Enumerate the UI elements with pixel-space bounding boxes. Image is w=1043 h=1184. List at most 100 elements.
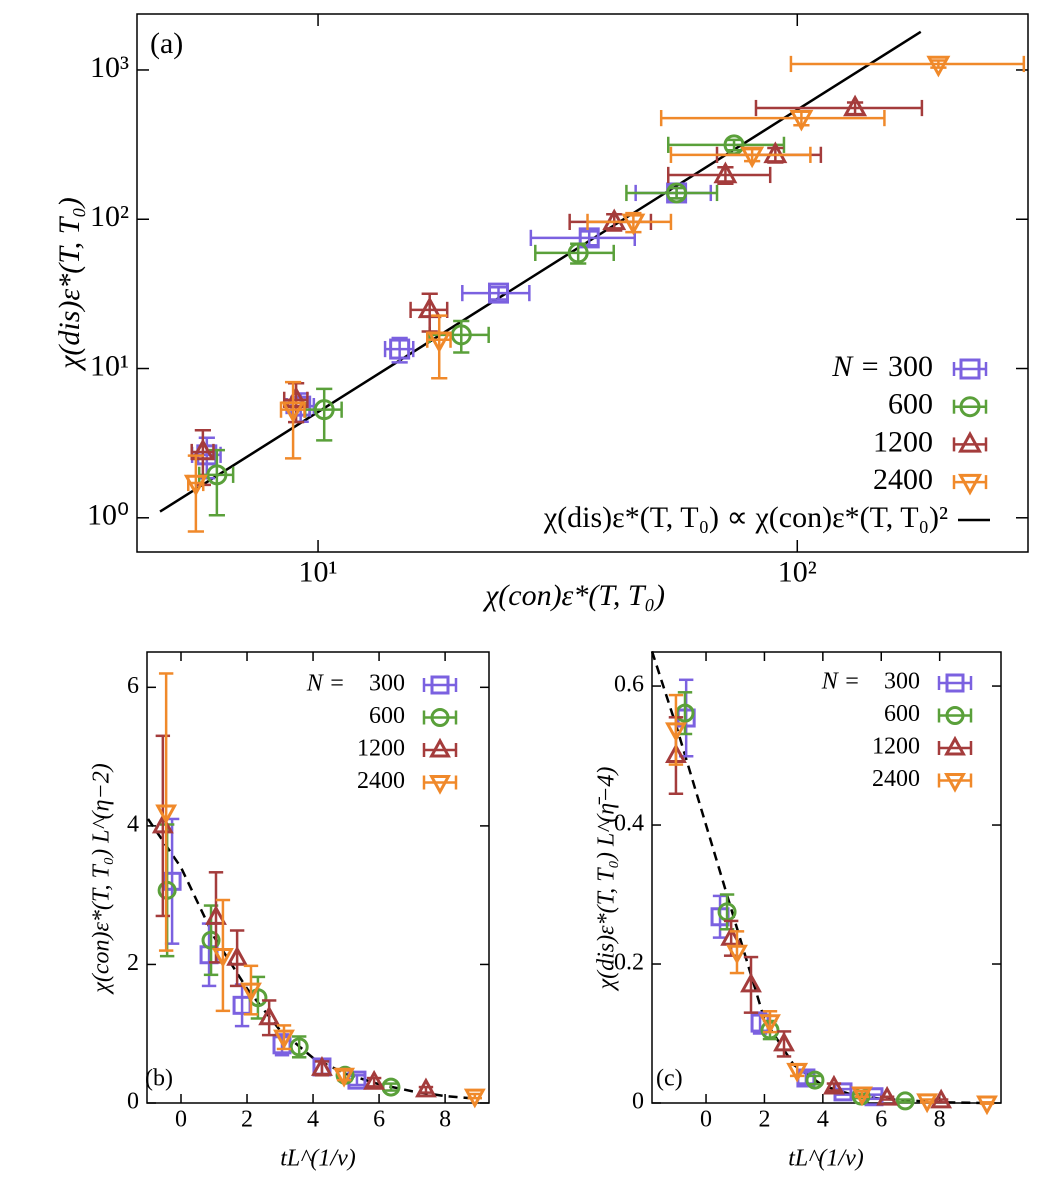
data-point <box>763 141 788 164</box>
legend-marker <box>429 737 451 758</box>
legend-label: 300 <box>888 350 933 383</box>
y-tick-label: 0.4 <box>614 811 644 837</box>
data-point <box>713 161 738 184</box>
legend-label: 600 <box>884 701 920 727</box>
data-point <box>789 109 814 132</box>
data-point <box>155 804 178 825</box>
data-point <box>183 474 208 497</box>
data-point <box>258 1005 281 1026</box>
data-point <box>333 1067 356 1088</box>
fit-line <box>159 30 922 513</box>
x-tick-label: 8 <box>934 1107 946 1133</box>
legend-marker <box>430 675 450 695</box>
x-axis-label: tL^(1/ν) <box>788 1146 863 1172</box>
x-tick-label: 10¹ <box>299 555 338 588</box>
panel-label: (a) <box>150 27 183 60</box>
legend-label: 300 <box>369 671 405 697</box>
x-tick-label: 4 <box>817 1107 829 1133</box>
x-axis-label: tL^(1/ν) <box>280 1146 355 1172</box>
x-axis-label: χ(con)ε*(T, T₀) <box>482 579 665 612</box>
legend-label: 300 <box>884 669 920 695</box>
data-point <box>206 464 228 486</box>
y-tick-label: 2 <box>127 950 139 976</box>
legend-marker <box>945 706 965 725</box>
legend-label: 2400 <box>357 768 405 794</box>
data-point <box>602 208 627 231</box>
fit-line <box>650 650 987 1105</box>
data-point <box>805 1070 825 1090</box>
y-axis-label: χ(dis)ε*(T, T₀) <box>53 197 86 372</box>
y-tick-label: 0 <box>632 1089 644 1115</box>
data-point <box>311 1056 333 1076</box>
x-tick-label: 0 <box>175 1107 187 1133</box>
data-point <box>226 945 249 966</box>
x-tick-label: 10² <box>778 555 817 588</box>
data-point <box>201 930 221 950</box>
data-point <box>240 982 262 1003</box>
plot-frame <box>146 651 490 1104</box>
data-point <box>720 926 743 946</box>
data-point <box>415 1077 437 1098</box>
data-point <box>211 947 234 968</box>
data-point <box>417 296 442 319</box>
legend-marker <box>945 673 965 693</box>
data-point <box>284 386 309 409</box>
data-point <box>273 1029 295 1050</box>
data-point <box>773 1031 795 1052</box>
data-point <box>289 1037 309 1057</box>
legend-label: 600 <box>369 703 405 729</box>
legend-marker <box>958 473 982 496</box>
x-tick-label: 2 <box>241 1107 253 1133</box>
data-point <box>621 213 646 236</box>
data-point <box>740 972 762 993</box>
legend-title: N = <box>821 669 860 695</box>
legend-label: 2400 <box>872 766 920 792</box>
y-tick-label: 0.2 <box>614 950 644 976</box>
data-point <box>389 338 411 360</box>
data-point <box>759 1014 781 1034</box>
y-axis-label: χ(dis)ε*(T, T₀) L^(η̄−4) <box>594 767 620 992</box>
data-point <box>363 1069 386 1090</box>
panel-label: (b) <box>145 1066 173 1092</box>
plot-frame <box>136 13 1029 553</box>
data-point <box>205 905 227 925</box>
data-point <box>463 1088 486 1109</box>
x-tick-label: 4 <box>307 1107 319 1133</box>
legend-title: N = <box>831 350 880 383</box>
legend-label: χ(dis)ε*(T, T₀) ∝ χ(con)ε*(T, T₀)² <box>543 501 948 534</box>
data-point <box>281 401 306 424</box>
plot-frame <box>651 651 1002 1104</box>
legend-label: 600 <box>888 388 933 421</box>
data-point <box>740 146 765 169</box>
legend-label: 1200 <box>872 734 920 760</box>
data-point <box>926 55 951 78</box>
legend-marker <box>959 396 981 418</box>
data-point <box>488 282 510 304</box>
y-tick-label: 0 <box>127 1089 139 1115</box>
data-point <box>567 242 589 264</box>
x-tick-label: 8 <box>439 1107 451 1133</box>
data-point <box>930 1088 953 1109</box>
legend-marker <box>959 358 981 380</box>
data-point <box>726 944 748 965</box>
data-point <box>895 1091 915 1111</box>
legend-marker <box>430 708 450 727</box>
y-tick-label: 0.6 <box>614 672 644 698</box>
legend-label: 1200 <box>357 736 405 762</box>
data-point <box>450 324 472 346</box>
y-tick-label: 10³ <box>90 51 129 84</box>
y-axis-label: χ(con)ε*(T, T₀) L^(η−2) <box>89 763 115 994</box>
data-point <box>786 1062 809 1083</box>
data-point <box>876 1085 899 1106</box>
data-point <box>313 399 335 421</box>
data-point <box>427 331 452 354</box>
legend-label: 2400 <box>873 463 933 496</box>
x-tick-label: 2 <box>758 1107 770 1133</box>
data-point <box>823 1074 845 1095</box>
x-tick-label: 6 <box>875 1107 887 1133</box>
legend-title: N = <box>306 671 345 697</box>
legend-marker <box>944 735 966 756</box>
data-point <box>665 722 687 743</box>
legend-marker <box>958 430 982 453</box>
